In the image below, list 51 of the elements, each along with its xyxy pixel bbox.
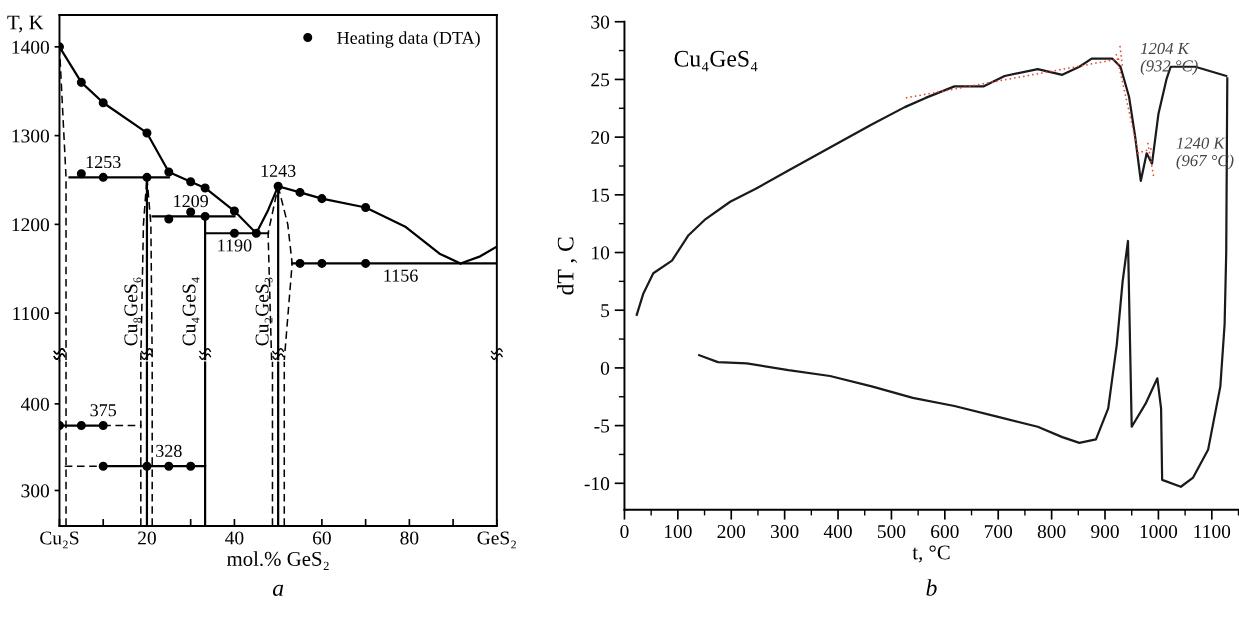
x-tick-label: 900	[1091, 524, 1119, 539]
x-tick-label: 60	[313, 531, 331, 545]
y-tick-label: 30	[591, 15, 610, 29]
x-tick-label: 600	[931, 524, 959, 539]
x-tick-label: 100	[664, 524, 692, 539]
annotation: 1243	[261, 164, 296, 177]
y-tick-label: 300	[21, 484, 50, 498]
x-tick-label: 0	[620, 524, 629, 539]
annotation: 1209	[174, 194, 208, 208]
annotation: 1190	[218, 239, 252, 252]
x-tick-label: Cu₂S	[40, 531, 79, 549]
text: Cu₂GeS₃	[255, 277, 273, 346]
y-tick-label: 1400	[12, 40, 50, 54]
y-tick-label: 10	[592, 246, 610, 260]
y-tick-label: 1300	[12, 129, 50, 143]
x-tick-label: 1000	[1140, 524, 1178, 539]
y-tick-label: 1100	[13, 306, 50, 321]
y-tick-label: 5	[601, 304, 610, 318]
x-tick-label: 400	[823, 524, 852, 539]
annotation: 1156	[384, 269, 418, 282]
x-tick-label: 40	[225, 531, 244, 545]
y-tick-label: -10	[584, 477, 610, 491]
x-tick-label: GeS₂	[477, 531, 516, 549]
x-axis-title: mol.% GeS₂	[226, 551, 329, 570]
y-tick-label: 400	[20, 397, 50, 411]
x-tick-label: 200	[717, 524, 746, 539]
annotation: 328	[156, 444, 182, 457]
y-tick-label: 25	[591, 73, 610, 87]
x-tick-label: 700	[984, 524, 1013, 539]
annotation: 1253	[86, 155, 121, 169]
text: Cu₄GeS₄	[674, 50, 758, 72]
legend-label: Heating data (DTA)	[337, 31, 480, 48]
annotation: 375	[90, 404, 117, 417]
x-tick-label: 300	[770, 524, 799, 539]
y-axis-title: T, K	[7, 15, 44, 33]
y-tick-label: 20	[591, 130, 610, 145]
x-axis-title: t, °C	[912, 545, 950, 563]
y-tick-label: -5	[594, 419, 610, 433]
text: a	[272, 584, 284, 597]
y-tick-label: 1200	[12, 218, 50, 232]
text: Cu₈GeS₆	[124, 277, 142, 346]
x-tick-label: 1100	[1194, 524, 1231, 539]
x-tick-label: 80	[400, 531, 419, 545]
text: Cu₄GeS₄	[182, 277, 200, 346]
y-tick-label: 0	[600, 361, 610, 375]
text: b	[926, 579, 937, 596]
y-axis-title: dT , C	[556, 237, 577, 295]
x-tick-label: 800	[1037, 524, 1066, 539]
y-tick-label: 15	[592, 188, 610, 202]
x-tick-label: 500	[877, 524, 906, 539]
x-tick-label: 20	[138, 531, 156, 545]
